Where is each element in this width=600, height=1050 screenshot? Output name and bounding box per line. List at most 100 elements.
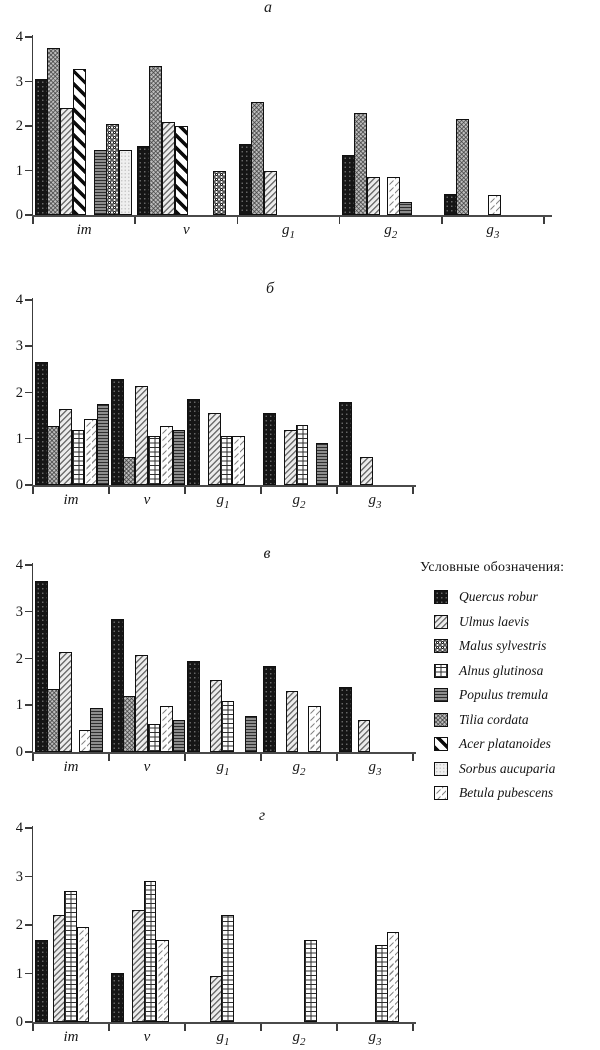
bar-ulmus — [59, 408, 72, 485]
y-axis — [31, 563, 33, 752]
bar-quercus — [339, 401, 352, 485]
y-tick — [24, 972, 32, 974]
legend-list: Quercus robur Ulmus laevis Malus sylvestri… — [420, 585, 598, 806]
x-category-label: g3 — [368, 492, 382, 512]
x-category-label: g3 — [368, 1029, 382, 1049]
chart-b-title: б — [265, 280, 275, 297]
bar-ulmus — [162, 121, 176, 215]
bar-betula — [160, 706, 173, 752]
bar-quercus — [187, 399, 200, 485]
bar-alnus — [219, 435, 233, 485]
x-tick — [108, 486, 110, 494]
bar-tilia — [122, 695, 135, 752]
y-tick-label: 0 — [15, 744, 23, 760]
x-category-label: im — [63, 759, 79, 775]
bar-populus — [96, 404, 109, 485]
x-axis — [31, 485, 416, 487]
legend-item-label: Malus sylvestris — [459, 638, 547, 654]
x-category-label: v — [143, 492, 151, 508]
bar-betula — [386, 932, 400, 1022]
y-tick-label: 4 — [15, 292, 23, 308]
legend-item-betula: Betula pubescens — [420, 781, 598, 806]
y-tick — [24, 391, 32, 393]
y-tick-label: 3 — [15, 868, 23, 885]
bar-alnus — [221, 915, 234, 1022]
bar-alnus — [64, 891, 77, 1022]
y-tick-label: 3 — [15, 73, 23, 90]
bar-ulmus — [360, 457, 373, 485]
bar-ulmus — [264, 170, 278, 215]
y-tick-label: 2 — [15, 384, 23, 401]
y-tick-label: 4 — [15, 29, 23, 45]
bar-populus — [172, 429, 185, 485]
y-tick-label: 1 — [15, 162, 23, 179]
x-category-label: g2 — [292, 492, 306, 512]
y-axis — [31, 35, 33, 215]
bar-ulmus — [60, 108, 73, 215]
legend-item-tilia: Tilia cordata — [420, 708, 598, 733]
legend-item-label: Sorbus aucuparia — [459, 760, 556, 776]
y-tick-label: 0 — [15, 1014, 23, 1030]
x-tick — [108, 753, 110, 761]
bar-quercus — [443, 193, 457, 215]
x-category-label: im — [63, 1029, 79, 1045]
bar-tilia — [455, 119, 469, 215]
x-tick — [184, 753, 186, 761]
y-tick-label: 1 — [15, 697, 23, 714]
y-tick — [24, 437, 32, 440]
x-axis — [31, 1022, 416, 1024]
y-tick-label: 1 — [15, 430, 23, 447]
bar-quercus — [111, 972, 124, 1022]
bar-populus — [315, 443, 328, 485]
chart-b-plot-area: 0 1 2 3 4 im v g1 g2 g3 — [16, 293, 416, 511]
bar-tilia — [251, 101, 265, 215]
legend-item-label: Alnus glutinosa — [459, 662, 544, 678]
bar-alnus — [375, 945, 388, 1022]
bar-ulmus — [208, 413, 221, 485]
bar-quercus — [341, 154, 355, 215]
legend-swatch-tilia — [434, 712, 448, 727]
x-tick — [236, 216, 239, 224]
y-tick — [24, 345, 32, 347]
legend-item-quercus: Quercus robur — [420, 585, 598, 610]
x-tick — [32, 753, 34, 761]
bar-alnus — [71, 429, 84, 485]
x-tick — [441, 216, 443, 224]
x-tick — [32, 486, 34, 494]
x-tick — [134, 216, 136, 224]
bar-malus — [105, 123, 119, 215]
chart-a-title: а — [264, 0, 272, 16]
bar-alnus — [143, 881, 157, 1022]
bar-populus — [244, 715, 257, 752]
y-tick — [24, 564, 32, 566]
chart-c-title: в — [263, 545, 271, 562]
legend-item-label: Populus tremula — [459, 687, 549, 703]
legend-item-label: Ulmus laevis — [459, 613, 530, 629]
bar-ulmus — [284, 429, 297, 485]
bar-betula — [308, 706, 321, 752]
y-tick — [24, 214, 32, 216]
bar-ulmus — [209, 975, 222, 1022]
x-axis — [31, 752, 416, 754]
y-tick — [24, 484, 32, 486]
bar-ulmus — [366, 177, 380, 215]
bar-betula — [84, 418, 97, 485]
legend-swatch-malus — [434, 639, 448, 654]
x-tick — [338, 216, 341, 224]
bar-ulmus — [135, 385, 148, 485]
y-tick — [24, 1021, 32, 1023]
y-tick — [24, 657, 32, 659]
y-axis — [31, 298, 33, 485]
x-category-label: g2 — [384, 222, 398, 242]
y-tick-label: 4 — [15, 557, 23, 573]
legend-item-label: Tilia cordata — [459, 711, 529, 727]
y-tick — [24, 924, 32, 926]
x-tick — [543, 216, 545, 224]
legend-item-label: Acer platanoides — [459, 736, 551, 752]
bar-quercus — [35, 939, 48, 1022]
bar-quercus — [239, 143, 253, 215]
bar-betula — [232, 435, 245, 485]
